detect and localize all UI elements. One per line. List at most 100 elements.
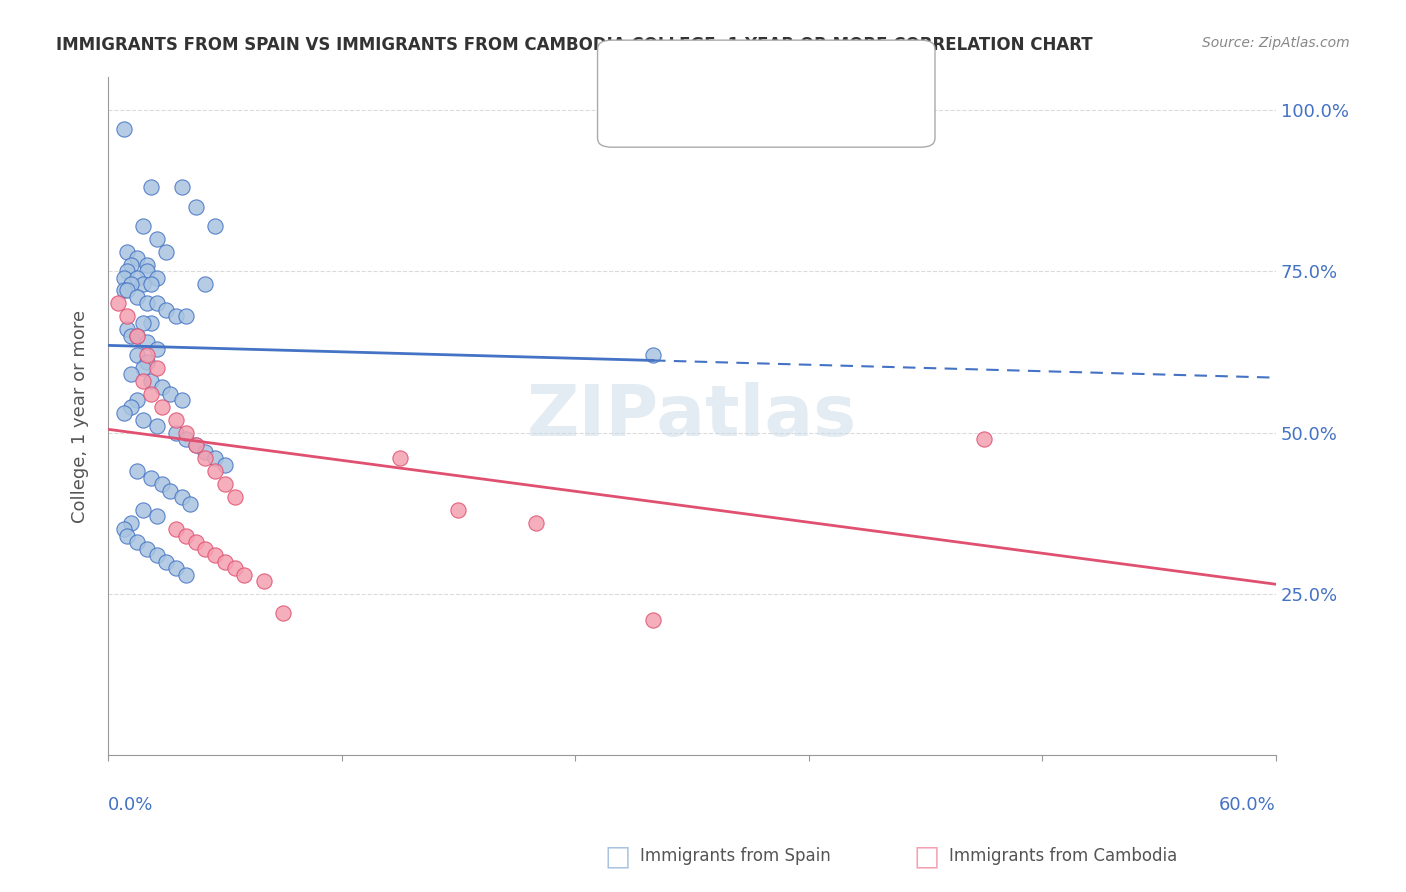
- Text: 0.0%: 0.0%: [108, 796, 153, 814]
- Point: [139, 277, 162, 291]
- Point: [184, 438, 207, 452]
- Y-axis label: College, 1 year or more: College, 1 year or more: [72, 310, 89, 523]
- Point: [641, 613, 664, 627]
- Point: [139, 471, 162, 485]
- Point: [112, 270, 135, 285]
- Text: 73: 73: [813, 60, 837, 78]
- Text: -0.032: -0.032: [703, 60, 762, 78]
- Point: [127, 348, 149, 362]
- Point: [135, 354, 157, 368]
- Point: [165, 425, 187, 440]
- Point: [112, 406, 135, 420]
- Point: [152, 477, 174, 491]
- Point: [145, 232, 167, 246]
- Text: □: □: [605, 842, 631, 871]
- Point: [117, 264, 139, 278]
- Point: [127, 328, 149, 343]
- Text: IMMIGRANTS FROM SPAIN VS IMMIGRANTS FROM CAMBODIA COLLEGE, 1 YEAR OR MORE CORREL: IMMIGRANTS FROM SPAIN VS IMMIGRANTS FROM…: [56, 36, 1092, 54]
- Text: R =: R =: [661, 60, 697, 78]
- Text: Source: ZipAtlas.com: Source: ZipAtlas.com: [1202, 36, 1350, 50]
- Point: [155, 244, 177, 259]
- Point: [120, 516, 142, 530]
- Point: [214, 477, 236, 491]
- Point: [132, 316, 155, 330]
- Point: [132, 503, 155, 517]
- Point: [165, 561, 187, 575]
- Point: [204, 219, 226, 233]
- Point: [204, 548, 226, 562]
- Text: ■: ■: [633, 91, 654, 111]
- Point: [145, 342, 167, 356]
- Point: [117, 322, 139, 336]
- Point: [184, 438, 207, 452]
- Point: [194, 445, 217, 459]
- Point: [159, 483, 181, 498]
- Point: [120, 328, 142, 343]
- Point: [165, 522, 187, 536]
- Point: [152, 380, 174, 394]
- Point: [132, 219, 155, 233]
- Point: [117, 529, 139, 543]
- Point: [135, 264, 157, 278]
- Point: [135, 541, 157, 556]
- Point: [170, 180, 193, 194]
- Point: [165, 310, 187, 324]
- Point: [155, 555, 177, 569]
- Point: [224, 561, 246, 575]
- Point: [120, 400, 142, 414]
- Point: [139, 374, 162, 388]
- Text: N =: N =: [773, 60, 810, 78]
- Point: [135, 335, 157, 350]
- Text: 30: 30: [813, 92, 835, 110]
- Point: [194, 541, 217, 556]
- Point: [184, 535, 207, 549]
- Point: [132, 412, 155, 426]
- Point: [117, 310, 139, 324]
- Point: [117, 284, 139, 298]
- Point: [112, 284, 135, 298]
- Point: [107, 296, 129, 310]
- Point: [120, 258, 142, 272]
- Point: [139, 316, 162, 330]
- Point: [524, 516, 547, 530]
- Point: [194, 451, 217, 466]
- Point: [194, 277, 217, 291]
- Point: [120, 368, 142, 382]
- Point: [159, 386, 181, 401]
- Point: [135, 348, 157, 362]
- Point: [117, 244, 139, 259]
- Point: [127, 464, 149, 478]
- Point: [120, 277, 142, 291]
- Point: [184, 200, 207, 214]
- Text: R =: R =: [661, 92, 697, 110]
- Point: [253, 574, 276, 588]
- Point: [224, 490, 246, 504]
- Point: [139, 386, 162, 401]
- Point: [127, 328, 149, 343]
- Point: [271, 607, 294, 621]
- Point: [127, 535, 149, 549]
- Point: [388, 451, 411, 466]
- Text: □: □: [914, 842, 941, 871]
- Point: [132, 374, 155, 388]
- Point: [152, 400, 174, 414]
- Text: 60.0%: 60.0%: [1219, 796, 1277, 814]
- Point: [165, 412, 187, 426]
- Point: [135, 258, 157, 272]
- Point: [174, 529, 197, 543]
- Point: [145, 548, 167, 562]
- Point: [973, 432, 995, 446]
- Point: [127, 290, 149, 304]
- Point: [170, 490, 193, 504]
- Point: [112, 522, 135, 536]
- Point: [214, 458, 236, 472]
- Point: [127, 393, 149, 408]
- Point: [145, 296, 167, 310]
- Point: [233, 567, 256, 582]
- Point: [447, 503, 470, 517]
- Point: [155, 302, 177, 317]
- Point: [127, 270, 149, 285]
- Point: [145, 509, 167, 524]
- Point: [145, 361, 167, 376]
- Point: [112, 122, 135, 136]
